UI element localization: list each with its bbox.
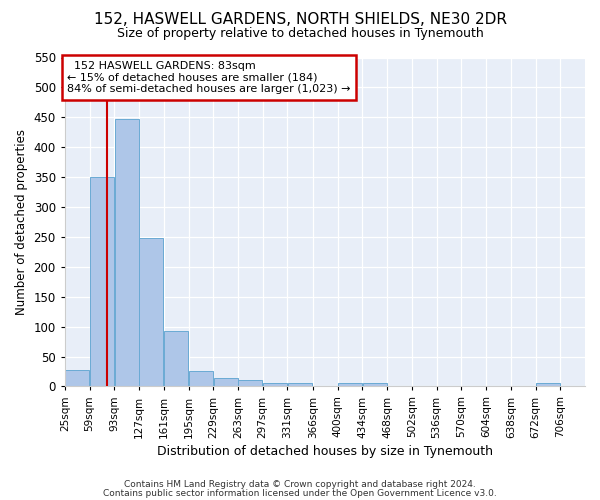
Bar bbox=[164, 331, 188, 386]
Bar bbox=[536, 384, 560, 386]
Bar bbox=[65, 370, 89, 386]
Bar bbox=[338, 383, 362, 386]
Text: 152 HASWELL GARDENS: 83sqm
← 15% of detached houses are smaller (184)
84% of sem: 152 HASWELL GARDENS: 83sqm ← 15% of deta… bbox=[67, 61, 351, 94]
Bar bbox=[238, 380, 262, 386]
Text: Contains public sector information licensed under the Open Government Licence v3: Contains public sector information licen… bbox=[103, 489, 497, 498]
Bar bbox=[263, 383, 287, 386]
Bar bbox=[90, 177, 114, 386]
Text: Size of property relative to detached houses in Tynemouth: Size of property relative to detached ho… bbox=[116, 28, 484, 40]
Bar bbox=[362, 384, 387, 386]
Text: 152, HASWELL GARDENS, NORTH SHIELDS, NE30 2DR: 152, HASWELL GARDENS, NORTH SHIELDS, NE3… bbox=[94, 12, 506, 28]
Text: Contains HM Land Registry data © Crown copyright and database right 2024.: Contains HM Land Registry data © Crown c… bbox=[124, 480, 476, 489]
Bar bbox=[288, 383, 312, 386]
Bar bbox=[214, 378, 238, 386]
Bar bbox=[189, 372, 213, 386]
Y-axis label: Number of detached properties: Number of detached properties bbox=[15, 129, 28, 315]
Bar bbox=[115, 119, 139, 386]
X-axis label: Distribution of detached houses by size in Tynemouth: Distribution of detached houses by size … bbox=[157, 444, 493, 458]
Bar bbox=[139, 238, 163, 386]
